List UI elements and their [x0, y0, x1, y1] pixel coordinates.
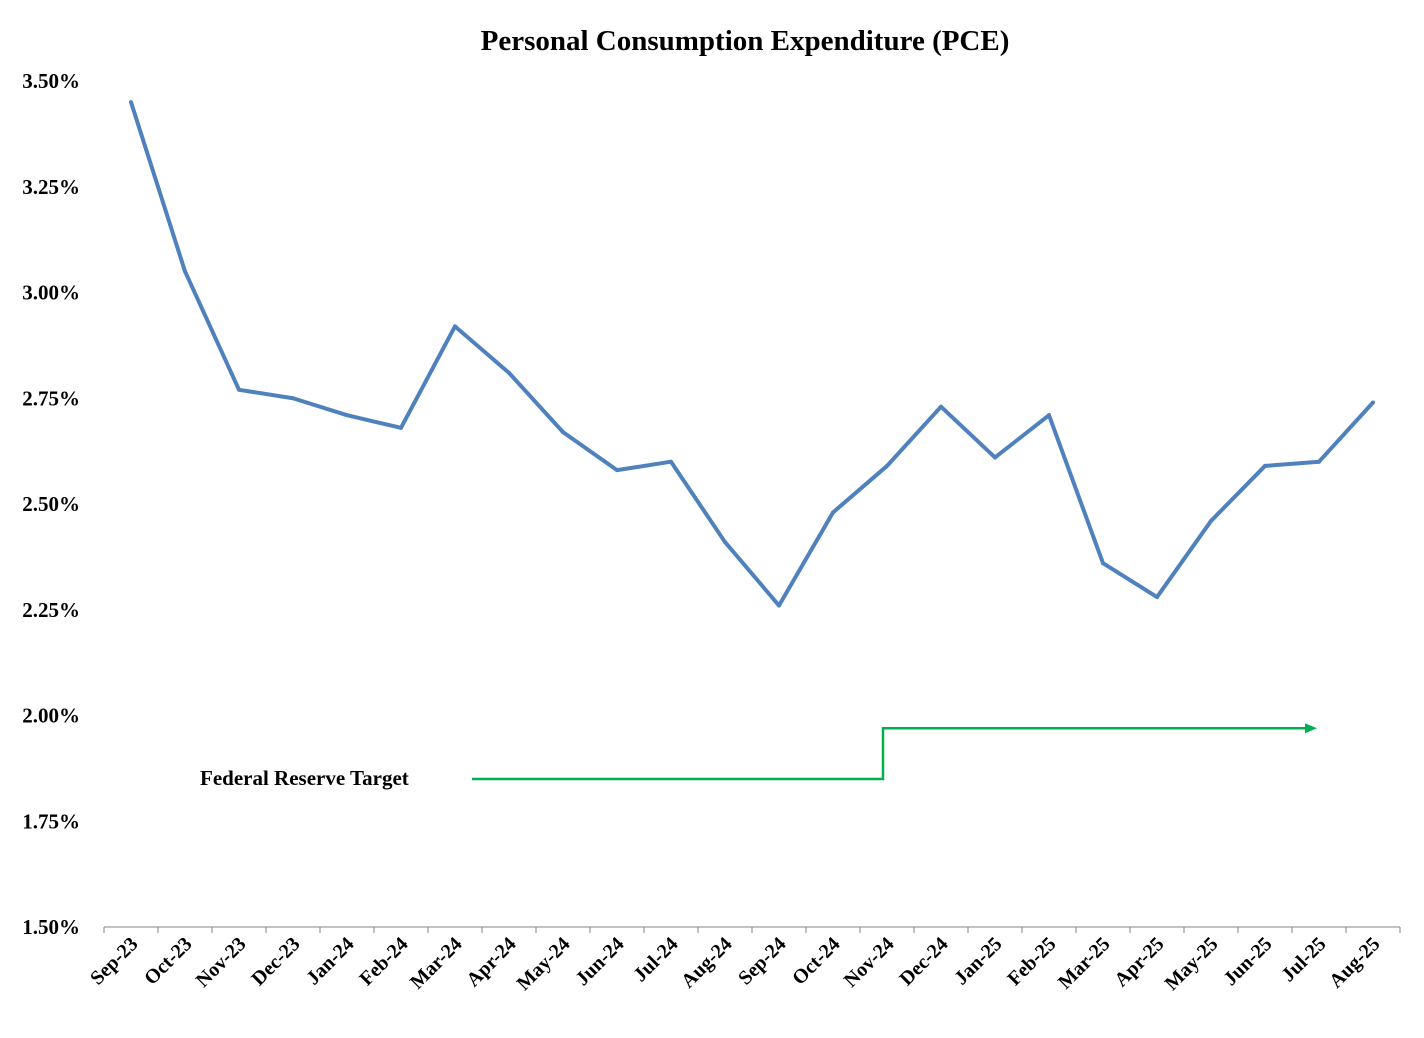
data-point [615, 468, 619, 473]
x-tick-label: Oct-24 [788, 933, 844, 989]
x-tick-label: Apr-24 [462, 933, 520, 991]
fed-target-annotation: Federal Reserve Target [200, 723, 1317, 790]
x-tick-label: Feb-24 [355, 933, 412, 990]
data-point [723, 540, 727, 545]
data-point [183, 269, 187, 274]
x-tick-label: May-24 [513, 933, 575, 995]
x-tick-label: Jul-25 [1277, 933, 1330, 986]
x-tick-label: Aug-25 [1325, 933, 1385, 993]
x-tick-label: May-25 [1161, 933, 1223, 995]
x-tick-label: Mar-25 [1054, 933, 1115, 994]
x-tick-label: Jan-25 [950, 933, 1006, 989]
y-axis: 1.50% 1.75% 2.00% 2.25% 2.50% 2.75% 3.00% 3.25%… [22, 69, 80, 939]
data-point [507, 370, 511, 375]
data-point [561, 430, 565, 435]
fed-target-line [472, 726, 1305, 781]
x-tick-label: Mar-24 [406, 933, 467, 994]
x-tick-label: Nov-23 [192, 933, 251, 992]
y-tick-label: 2.75% [22, 386, 80, 410]
x-tick-label: Apr-25 [1110, 933, 1168, 991]
data-point [129, 100, 133, 105]
data-point [993, 455, 997, 460]
y-tick-label: 2.25% [22, 598, 80, 622]
x-tick-label: Oct-23 [140, 933, 196, 989]
x-tick-label: Jun-25 [1219, 933, 1276, 990]
data-point [1263, 463, 1267, 468]
series-group [129, 100, 1375, 608]
y-tick-label: 3.00% [22, 281, 80, 305]
x-tick-label: Dec-24 [895, 933, 952, 990]
y-tick-label: 3.25% [22, 175, 80, 199]
pce-series-line [129, 101, 1375, 608]
x-tick-label: Dec-23 [247, 933, 304, 990]
data-point [291, 396, 295, 401]
data-point [1317, 459, 1321, 464]
data-point [1047, 413, 1051, 418]
data-point [939, 404, 943, 409]
y-tick-label: 2.50% [22, 492, 80, 516]
data-point [237, 387, 241, 392]
x-tick-label: Nov-24 [840, 933, 899, 992]
x-axis: Sep-23Oct-23Nov-23Dec-23Jan-24Feb-24Mar-… [86, 926, 1401, 995]
data-point [885, 463, 889, 468]
data-point [1209, 518, 1213, 523]
x-tick-label: Jan-24 [302, 933, 358, 989]
x-tick-label: Aug-24 [677, 933, 737, 993]
chart-title: Personal Consumption Expenditure (PCE) [481, 25, 1010, 57]
data-point [831, 510, 835, 515]
x-tick-label: Jul-24 [629, 933, 682, 986]
data-point [1101, 561, 1105, 566]
data-point [1371, 400, 1375, 405]
x-tick-label: Jun-24 [571, 933, 628, 990]
data-point [1155, 595, 1159, 600]
y-tick-label: 1.50% [22, 915, 80, 939]
x-tick-label: Feb-25 [1003, 933, 1060, 990]
data-point [777, 603, 781, 608]
arrow-head-icon [1305, 723, 1317, 734]
data-point [453, 324, 457, 329]
y-tick-label: 1.75% [22, 809, 80, 833]
data-point [669, 459, 673, 464]
y-tick-label: 2.00% [22, 704, 80, 728]
x-tick-label: Sep-24 [734, 933, 790, 989]
y-tick-label: 3.50% [22, 69, 80, 93]
x-tick-label: Sep-23 [86, 933, 142, 989]
data-point [345, 413, 349, 418]
fed-target-label: Federal Reserve Target [200, 766, 409, 790]
data-point [399, 425, 403, 430]
